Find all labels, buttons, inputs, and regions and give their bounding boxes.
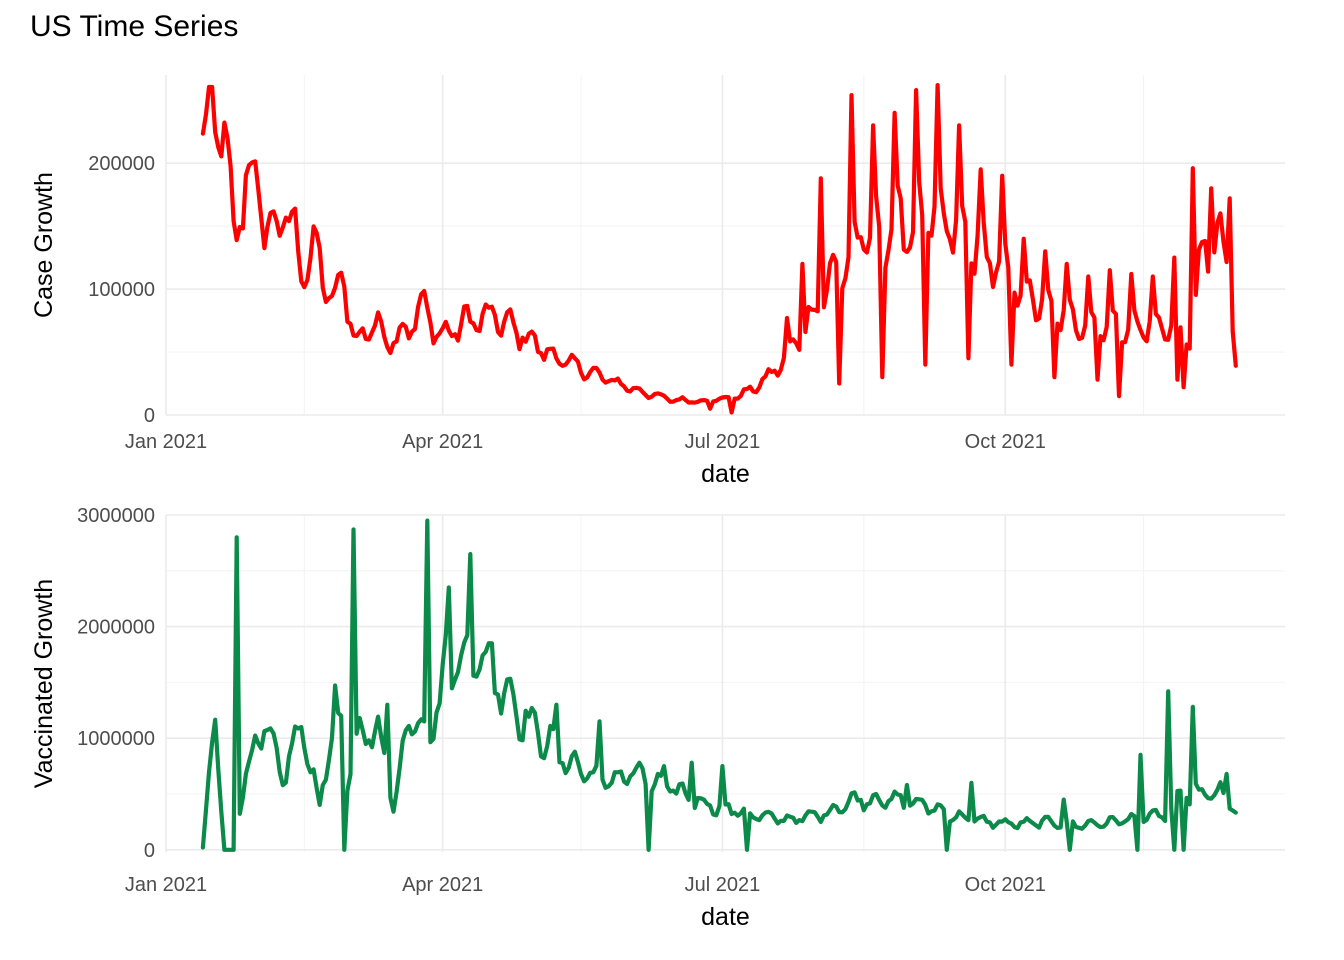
vaccinated-series-line: [200, 518, 1238, 852]
x-axis-title: date: [701, 460, 750, 488]
y-tick-label: 0: [144, 840, 155, 862]
x-tick-label: Apr 2021: [402, 431, 483, 453]
vaccinated-growth-panel: Jan 2021 Apr 2021 Jul 2021 Oct 2021 0 1000000…: [30, 505, 1285, 931]
y-tick-label: 3000000: [77, 505, 155, 527]
chart-title: US Time Series: [30, 10, 239, 43]
y-axis-title: Vaccinated Growth: [30, 579, 58, 788]
y-tick-label: 2000000: [77, 617, 155, 639]
x-tick-label: Apr 2021: [402, 874, 483, 896]
y-tick-label: 1000000: [77, 728, 155, 750]
y-tick-label: 100000: [88, 279, 155, 301]
x-tick-label: Jul 2021: [685, 874, 761, 896]
y-tick-label: 200000: [88, 153, 155, 175]
x-tick-label: Jul 2021: [685, 431, 761, 453]
y-tick-label: 0: [144, 405, 155, 427]
cases-series-line: [200, 83, 1238, 415]
x-axis-title: date: [701, 903, 750, 931]
case-growth-panel: Jan 2021 Apr 2021 Jul 2021 Oct 2021 0 100000 2…: [30, 75, 1285, 488]
x-tick-label: Jan 2021: [125, 874, 207, 896]
y-axis-title: Case Growth: [30, 172, 58, 318]
x-tick-label: Jan 2021: [125, 431, 207, 453]
x-tick-label: Oct 2021: [965, 874, 1046, 896]
x-tick-label: Oct 2021: [965, 431, 1046, 453]
